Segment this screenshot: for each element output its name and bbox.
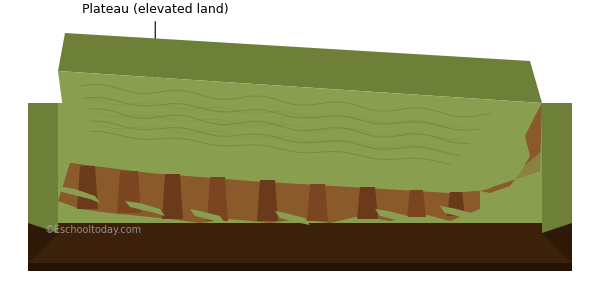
Polygon shape [28, 103, 58, 233]
Polygon shape [28, 193, 58, 263]
Polygon shape [480, 103, 542, 193]
Polygon shape [257, 180, 278, 221]
Polygon shape [58, 163, 480, 213]
Polygon shape [480, 151, 542, 191]
Polygon shape [307, 184, 328, 221]
Polygon shape [162, 174, 183, 219]
Polygon shape [77, 166, 98, 209]
Polygon shape [190, 209, 225, 223]
Polygon shape [58, 186, 100, 203]
Polygon shape [447, 192, 465, 216]
Polygon shape [58, 33, 542, 103]
Polygon shape [117, 171, 141, 213]
Text: ©Eschooltoday.com: ©Eschooltoday.com [45, 225, 142, 235]
Polygon shape [542, 103, 572, 233]
Polygon shape [28, 223, 572, 263]
Polygon shape [58, 71, 542, 191]
Polygon shape [375, 209, 412, 223]
Polygon shape [275, 211, 310, 225]
Polygon shape [58, 163, 480, 223]
Polygon shape [407, 190, 426, 217]
Polygon shape [125, 201, 165, 216]
Polygon shape [28, 103, 572, 223]
Polygon shape [207, 177, 228, 221]
Polygon shape [28, 263, 572, 271]
Polygon shape [58, 161, 70, 201]
Polygon shape [440, 206, 475, 220]
Polygon shape [357, 187, 378, 219]
Polygon shape [542, 193, 572, 263]
Text: Plateau (elevated land): Plateau (elevated land) [82, 3, 229, 113]
